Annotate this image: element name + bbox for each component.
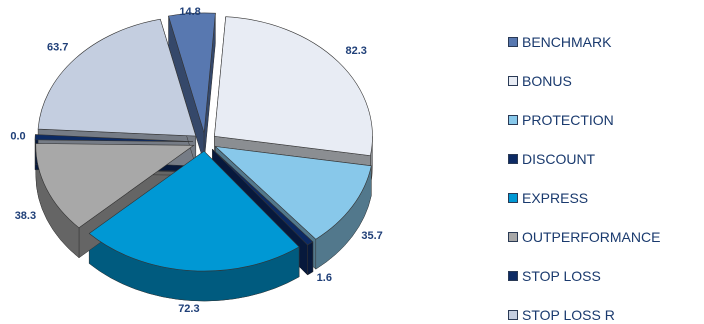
legend-item-benchmark: BENCHMARK	[508, 32, 660, 51]
legend-swatch	[508, 270, 518, 281]
legend-item-stop-loss: STOP LOSS	[508, 266, 660, 285]
chart-legend: BENCHMARK BONUS PROTECTION DISCOUNT EXPRESS O…	[508, 32, 660, 324]
legend-swatch	[508, 153, 518, 164]
data-label-outperformance: 38.3	[15, 210, 36, 222]
legend-item-outperformance: OUTPERFORMANCE	[508, 227, 660, 246]
pie-slice-rim-discount	[307, 241, 314, 276]
legend-swatch	[508, 75, 518, 86]
legend-swatch	[508, 114, 518, 125]
legend-label: STOP LOSS	[522, 267, 601, 284]
data-label-discount: 1.6	[317, 272, 332, 284]
legend-label: STOP LOSS R	[522, 306, 615, 323]
pie-slice-benchmark	[168, 12, 216, 133]
legend-label: BONUS	[522, 72, 572, 89]
legend-swatch	[508, 231, 518, 242]
legend-label: OUTPERFORMANCE	[522, 228, 661, 245]
legend-swatch	[508, 309, 518, 320]
pie-slice-stop-loss-r	[37, 18, 197, 137]
legend-item-express: EXPRESS	[508, 188, 660, 207]
legend-label: PROTECTION	[522, 111, 614, 128]
pie-slice-express	[88, 150, 300, 272]
legend-item-stop-loss-r: STOP LOSS R	[508, 305, 660, 324]
pie-slice-stop-loss	[34, 134, 194, 142]
legend-item-protection: PROTECTION	[508, 110, 660, 129]
data-label-express: 72.3	[178, 303, 199, 315]
legend-label: BENCHMARK	[522, 33, 612, 50]
data-label-bonus: 82.3	[345, 45, 366, 57]
pie-slice-bonus	[214, 16, 373, 157]
pie-data-labels: 14.8 82.3 35.7 1.6 72.3 38.3 0.0 63.7	[10, 6, 382, 315]
legend-label: DISCOUNT	[522, 150, 596, 167]
data-label-stop-loss: 0.0	[10, 131, 25, 143]
data-label-protection: 35.7	[361, 230, 382, 242]
pie-chart: 14.8 82.3 35.7 1.6 72.3 38.3 0.0 63.7	[10, 6, 382, 315]
legend-label: EXPRESS	[522, 189, 589, 206]
data-label-stop-loss-r: 63.7	[47, 41, 68, 53]
legend-item-bonus: BONUS	[508, 71, 660, 90]
pie-slice-discount	[212, 148, 314, 246]
pie-slice-outperformance	[35, 143, 195, 229]
legend-swatch	[508, 36, 518, 47]
pie-slice-tops	[34, 12, 373, 272]
legend-item-discount: DISCOUNT	[508, 149, 660, 168]
legend-swatch	[508, 192, 518, 203]
data-label-benchmark: 14.8	[179, 6, 200, 18]
pie-slice-protection	[214, 146, 372, 240]
